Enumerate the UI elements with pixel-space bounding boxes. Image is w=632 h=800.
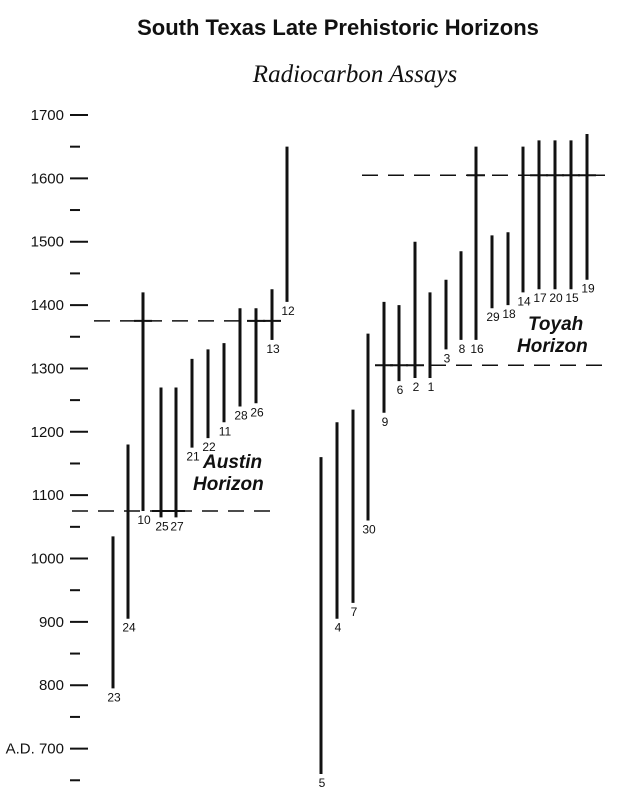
assay-label: 9 (382, 415, 389, 429)
assay-label: 12 (281, 304, 295, 318)
y-tick-label: 1200 (31, 424, 64, 441)
assay-label: 28 (234, 408, 248, 422)
assay-label: 21 (186, 450, 200, 464)
assay-label: 26 (250, 405, 264, 419)
assay-label: 3 (444, 351, 451, 365)
y-tick-label: 1100 (32, 487, 64, 504)
assay-label: 30 (362, 523, 376, 537)
assay-label: 4 (335, 621, 342, 635)
y-axis: 1700 1600 1500 1400 1300 1200 1100 1000 900 800 A.… (6, 107, 88, 782)
assay-label: 18 (502, 307, 516, 321)
assay-label: 15 (565, 291, 579, 305)
assay-label: 23 (107, 690, 121, 704)
assay-label: 27 (170, 519, 184, 533)
toyah-horizon-label-line1: Toyah (528, 314, 583, 335)
assay-label: 17 (533, 291, 547, 305)
y-tick-label: 800 (39, 677, 64, 694)
y-tick-label: 900 (39, 614, 64, 631)
assay-label: 13 (266, 342, 280, 356)
toyah-horizon-label-line2: Horizon (517, 336, 588, 357)
assay-label: 25 (155, 519, 169, 533)
y-tick-label: A.D. 700 (6, 741, 64, 758)
assay-label: 10 (137, 513, 151, 527)
assay-label: 16 (470, 342, 484, 356)
y-tick-label: 1700 (31, 107, 64, 124)
assay-label: 24 (122, 621, 136, 635)
assay-label: 5 (319, 776, 326, 790)
austin-horizon-label-line2: Horizon (193, 474, 264, 495)
y-tick-label: 1500 (31, 234, 64, 251)
assay-label: 22 (202, 440, 216, 454)
austin-horizon-label-line1: Austin (202, 452, 262, 473)
assay-label: 8 (459, 342, 466, 356)
assay-label: 14 (517, 294, 531, 308)
chart-subtitle: Radiocarbon Assays (252, 61, 457, 88)
assay-label: 7 (351, 605, 358, 619)
y-tick-label: 1400 (31, 297, 64, 314)
assay-label: 11 (219, 424, 232, 438)
assay-label: 20 (549, 291, 563, 305)
assay-label: 19 (581, 282, 595, 296)
assay-label: 1 (428, 380, 435, 394)
y-tick-label: 1000 (31, 551, 64, 568)
chart-title: South Texas Late Prehistoric Horizons (137, 15, 539, 40)
y-tick-label: 1600 (31, 170, 64, 187)
assay-label: 29 (486, 310, 500, 324)
assay-label: 6 (397, 383, 404, 397)
assay-label: 2 (413, 380, 420, 394)
y-tick-label: 1300 (31, 360, 64, 377)
